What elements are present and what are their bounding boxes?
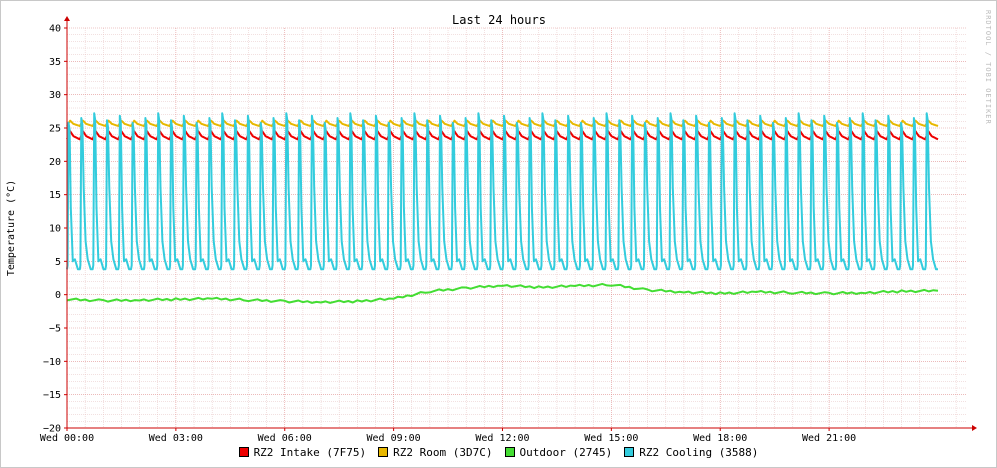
y-tick-label: 25 bbox=[49, 124, 61, 135]
legend-label: RZ2 Intake (7F75) bbox=[253, 446, 367, 459]
legend-item: RZ2 Room (3D7C) bbox=[378, 446, 493, 459]
legend-swatch bbox=[504, 447, 515, 457]
chart-title: Last 24 hours bbox=[452, 13, 546, 27]
y-tick-label: −20 bbox=[43, 424, 61, 435]
legend-swatch bbox=[624, 447, 635, 457]
x-tick-label: Wed 06:00 bbox=[258, 433, 312, 444]
y-axis-label: Temperature (°C) bbox=[6, 180, 17, 276]
series-line-rz2-room-3d7c bbox=[66, 119, 939, 127]
legend-label: Outdoor (2745) bbox=[519, 446, 613, 459]
legend-swatch bbox=[238, 447, 249, 457]
y-tick-label: −10 bbox=[43, 357, 61, 368]
y-axis-arrow bbox=[64, 16, 70, 21]
legend-label: RZ2 Room (3D7C) bbox=[393, 446, 493, 459]
y-tick-label: −5 bbox=[49, 324, 61, 335]
legend-item: RZ2 Intake (7F75) bbox=[238, 446, 367, 459]
x-tick-label: Wed 15:00 bbox=[584, 433, 638, 444]
x-tick-label: Wed 21:00 bbox=[802, 433, 856, 444]
x-tick-label: Wed 03:00 bbox=[149, 433, 203, 444]
x-tick-label: Wed 00:00 bbox=[40, 433, 94, 444]
legend-swatch bbox=[378, 447, 389, 457]
series-line-rz2-intake-7f75 bbox=[66, 130, 939, 141]
x-tick-label: Wed 12:00 bbox=[475, 433, 529, 444]
y-tick-label: 10 bbox=[49, 224, 61, 235]
legend: RZ2 Intake (7F75) RZ2 Room (3D7C) Outdoor … bbox=[0, 446, 997, 459]
x-axis-arrow bbox=[972, 425, 977, 431]
x-tick-label: Wed 09:00 bbox=[367, 433, 421, 444]
axes bbox=[64, 16, 977, 431]
legend-item: RZ2 Cooling (3588) bbox=[624, 446, 758, 459]
x-tick-label: Wed 18:00 bbox=[693, 433, 747, 444]
y-tick-label: −15 bbox=[43, 390, 61, 401]
y-tick-label: 40 bbox=[49, 24, 61, 35]
legend-item: Outdoor (2745) bbox=[504, 446, 613, 459]
y-tick-label: 15 bbox=[49, 190, 61, 201]
watermark: RRDTOOL / TOBI OETIKER bbox=[984, 10, 992, 125]
y-tick-label: 20 bbox=[49, 157, 61, 168]
series-line-outdoor-2745 bbox=[66, 282, 939, 304]
y-tick-label: 35 bbox=[49, 57, 61, 68]
y-tick-label: 0 bbox=[55, 290, 61, 301]
legend-label: RZ2 Cooling (3588) bbox=[639, 446, 759, 459]
series-layer bbox=[66, 112, 939, 304]
y-tick-label: 30 bbox=[49, 90, 61, 101]
y-tick-label: 5 bbox=[55, 257, 61, 268]
series-line-rz2-cooling-3588 bbox=[66, 112, 938, 271]
